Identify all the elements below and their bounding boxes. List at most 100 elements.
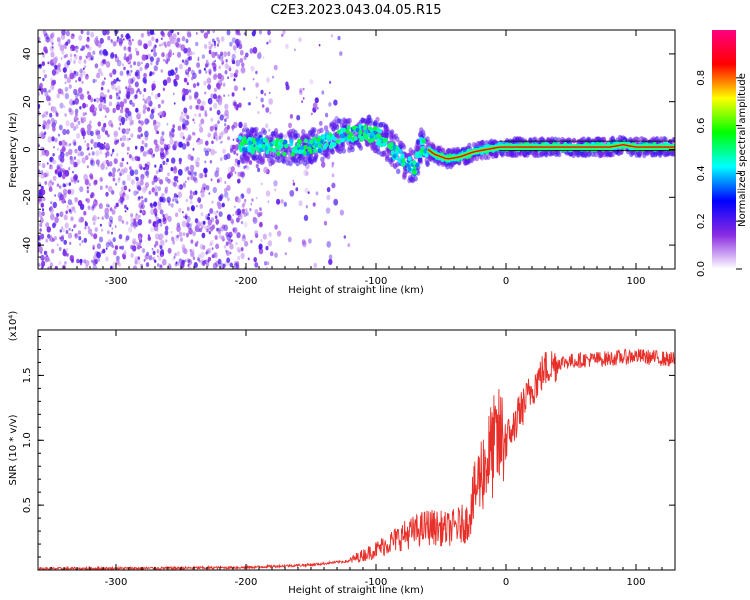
spectrogram-noise-point (333, 198, 339, 206)
spectrogram-noise-point (139, 67, 143, 72)
spectrogram-noise-point (214, 235, 217, 238)
spectrogram-noise-point (113, 130, 119, 138)
spectrogram-noise-point (177, 168, 183, 176)
spectrogram-noise-point (204, 112, 208, 117)
spectrogram-ridge-core (272, 140, 277, 145)
spectrogram-noise-point (74, 197, 79, 203)
spectrogram-noise-point (73, 141, 77, 146)
spectrogram-noise-point (216, 178, 220, 183)
spectrogram-noise-point (81, 157, 86, 164)
spectrogram-ridge-halo (326, 149, 331, 156)
spectrogram-noise-point (68, 208, 72, 213)
spectrogram-noise-point (165, 239, 168, 243)
spectrogram-ridge-halo (308, 158, 314, 164)
spectrogram-noise-point (148, 190, 152, 195)
spectrogram-noise-point (121, 157, 125, 162)
spectrogram-noise-point (109, 241, 114, 247)
spectrogram-noise-point (56, 213, 59, 217)
spectrogram-noise-point (58, 247, 62, 251)
spectrogram-noise-point (203, 44, 208, 49)
spectrogram-noise-point (258, 51, 262, 56)
spectrogram-noise-point (160, 111, 165, 118)
spectrogram-noise-point (142, 186, 147, 193)
spectrogram-noise-point (165, 59, 169, 64)
spectrogram-noise-point (192, 131, 195, 136)
spectrogram-noise-point (139, 209, 143, 214)
spectrogram-noise-point (112, 167, 117, 174)
spectrogram-ridge-core (358, 130, 363, 135)
spectrogram-noise-point (107, 239, 112, 246)
spectrogram-ridge-core (382, 142, 387, 147)
spectrogram-noise-point (38, 201, 41, 205)
spectrogram-noise-point (56, 93, 60, 99)
spectrogram-noise-point (325, 112, 329, 118)
spectrogram-ridge-halo (240, 158, 245, 164)
spectrogram-noise-point (266, 41, 269, 45)
spectrogram-noise-point (157, 92, 161, 98)
colorbar-tick-label: 0.6 (696, 118, 707, 134)
snr-x-tick-label: -100 (365, 577, 388, 588)
spectrogram-noise-point (226, 125, 230, 130)
spectrogram-noise-point (111, 172, 116, 178)
spectrogram-noise-point (64, 222, 69, 229)
spectrogram-noise-point (49, 166, 51, 170)
spectrogram-noise-point (58, 124, 63, 131)
spectrogram-noise-point (136, 74, 141, 80)
spectrogram-noise-point (177, 261, 181, 267)
spectrogram-noise-point (226, 30, 231, 36)
colorbar-bar (712, 30, 736, 269)
spectrogram-noise-point (157, 145, 162, 152)
spectrogram-noise-point (192, 147, 195, 151)
spectrogram-noise-point (289, 190, 295, 197)
spectrogram-noise-point (79, 186, 84, 193)
spectrogram-ridge-core (419, 148, 424, 154)
spectrogram-ridge-halo (464, 158, 470, 165)
spectrogram-noise-point (141, 199, 145, 205)
spectrogram-noise-point (86, 128, 92, 136)
spectrogram-noise-point (93, 141, 98, 149)
spectrogram-noise-point (38, 237, 41, 241)
spectrogram-noise-point (186, 82, 189, 86)
spectrogram-tone-peak (427, 143, 675, 160)
spectrogram-noise-point (234, 144, 239, 151)
spectrogram-noise-point (296, 114, 301, 121)
spectrogram-noise-point (187, 259, 191, 263)
spectrogram-noise-point (40, 202, 45, 208)
spectrogram-noise-point (61, 197, 66, 204)
spectrogram-noise-point (102, 80, 106, 86)
spectrogram-noise-point (73, 60, 76, 64)
spectrogram-noise-point (343, 235, 346, 239)
spectrogram-ridge-core (272, 148, 277, 153)
spectrogram-noise-point (215, 243, 220, 250)
spectrogram-noise-point (126, 146, 130, 151)
spectrogram-noise-point (62, 228, 65, 233)
spectrogram-noise-point (173, 102, 176, 105)
spectrogram-noise-point (129, 169, 135, 176)
spectrogram-noise-point (145, 262, 150, 268)
spectrogram-noise-point (59, 229, 62, 233)
spectrogram-noise-point (200, 212, 204, 217)
spectrogram-noise-point (232, 213, 235, 217)
spectrogram-noise-point (69, 143, 72, 146)
spectrogram-noise-point (181, 89, 186, 96)
spectrogram-ridge-halo (471, 142, 477, 148)
spectrogram-noise-point (64, 113, 67, 117)
spectrogram-noise-point (134, 169, 139, 175)
spectrogram-noise-point (47, 266, 50, 269)
spectrogram-noise-point (228, 67, 232, 72)
spectrogram-noise-point (74, 210, 76, 213)
spectrogram-noise-point (208, 40, 212, 46)
spectrogram-noise-point (187, 259, 193, 266)
spectrogram-noise-point (86, 44, 90, 49)
spectrogram-noise-point (253, 30, 257, 35)
spectrogram-noise-point (188, 228, 193, 235)
spectrogram-ridge-core (276, 145, 281, 150)
spectrogram-noise-point (182, 232, 186, 237)
spectrogram-noise-point (238, 32, 241, 36)
spectrogram-noise-point (126, 207, 129, 211)
spectrogram-noise-point (241, 203, 245, 208)
spectrogram-x-tick-label: 100 (626, 276, 645, 287)
spectrogram-noise-point (65, 30, 70, 37)
spectrogram-ridge-halo (547, 150, 552, 156)
spectrogram-noise-point (110, 53, 115, 59)
